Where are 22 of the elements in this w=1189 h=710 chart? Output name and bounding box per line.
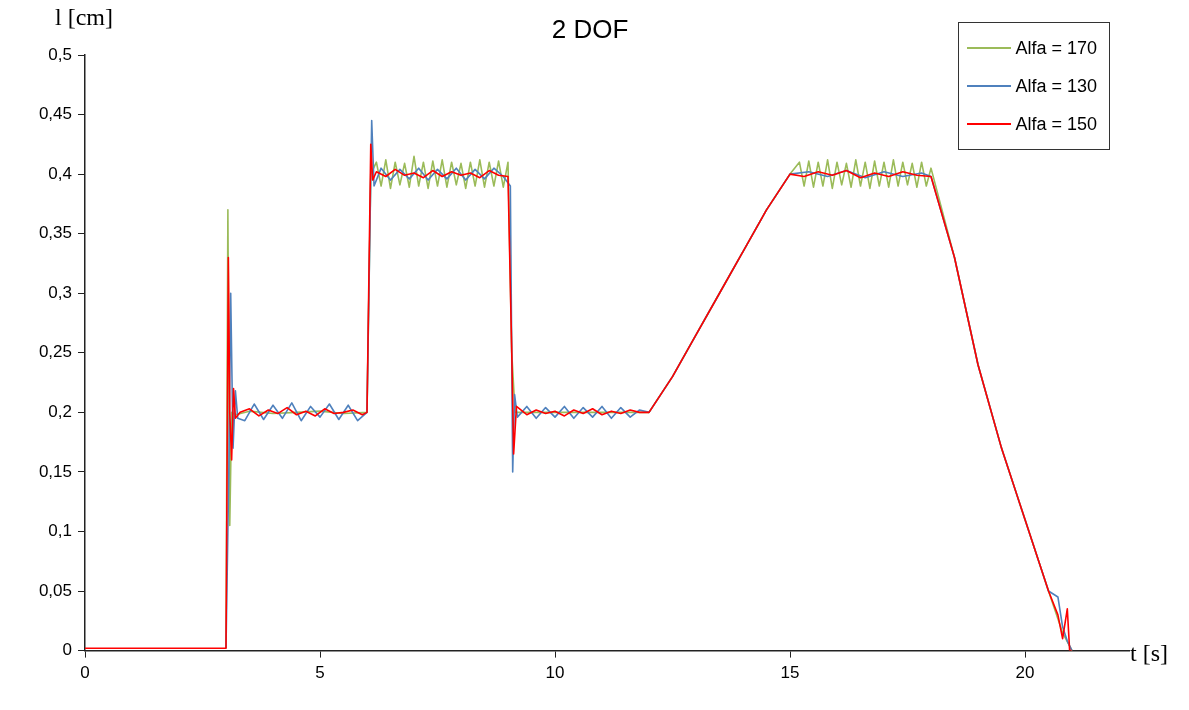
x-tick-label: 15 xyxy=(780,663,800,683)
y-tick-label: 0,5 xyxy=(48,44,72,64)
y-tick-label: 0,2 xyxy=(48,402,72,422)
x-tick-label: 10 xyxy=(545,663,565,683)
x-axis-title: t [s] xyxy=(1130,640,1168,667)
chart-title: 2 DOF xyxy=(551,14,629,44)
y-tick-label: 0,45 xyxy=(38,104,72,124)
x-tick-label: 0 xyxy=(80,663,90,683)
y-tick-label: 0 xyxy=(62,640,72,660)
y-tick-label: 0,25 xyxy=(38,342,72,362)
y-tick-label: 0,05 xyxy=(38,580,72,600)
x-tick-label: 20 xyxy=(1015,663,1035,683)
y-axis-title: l [cm] xyxy=(55,4,113,31)
y-tick-label: 0,3 xyxy=(48,282,72,302)
legend-label: Alfa = 170 xyxy=(1015,37,1097,59)
legend-label: Alfa = 130 xyxy=(1015,75,1097,97)
y-tick-label: 0,35 xyxy=(38,223,72,243)
y-tick-label: 0,15 xyxy=(38,461,72,481)
y-tick-label: 0,4 xyxy=(48,163,72,183)
y-tick-label: 0,1 xyxy=(48,521,72,541)
x-tick-label: 5 xyxy=(315,663,325,683)
legend-label: Alfa = 150 xyxy=(1015,113,1097,135)
